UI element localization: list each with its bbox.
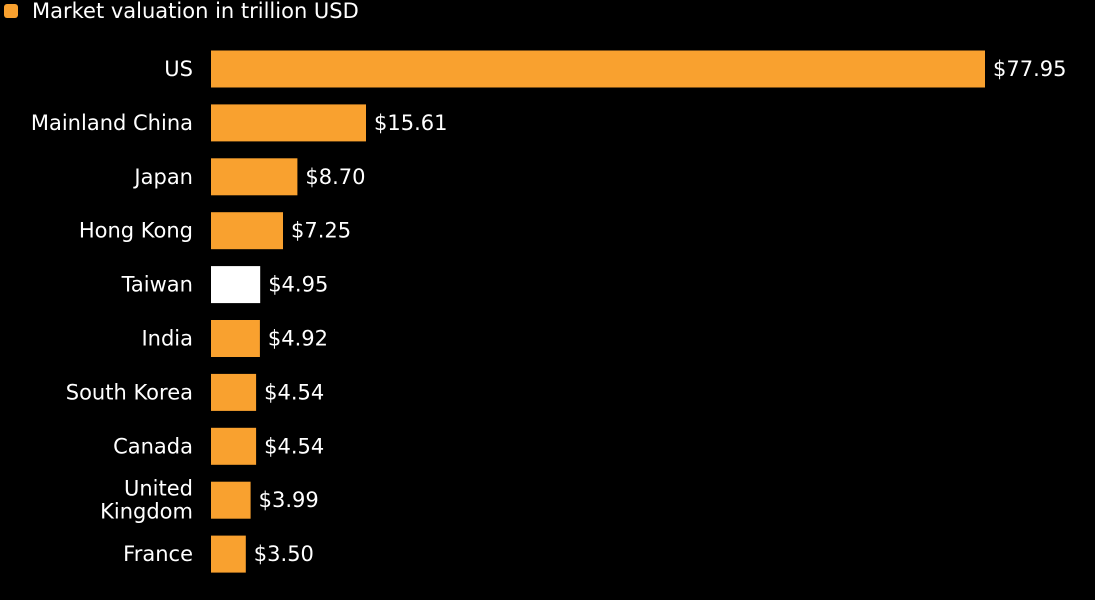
category-label-canada: Canada xyxy=(113,434,193,458)
bar-japan xyxy=(211,158,298,196)
bar-india xyxy=(211,320,260,357)
legend-label: Market valuation in trillion USD xyxy=(32,0,359,23)
bar-taiwan xyxy=(211,266,261,304)
category-label-mainland-china: Mainland China xyxy=(31,111,193,135)
category-label-india: India xyxy=(141,327,193,351)
category-label-japan: Japan xyxy=(132,165,193,189)
value-label-canada: $4.54 xyxy=(264,434,324,458)
category-label-taiwan: Taiwan xyxy=(121,273,193,297)
legend-swatch xyxy=(4,4,18,18)
value-label-hong-kong: $7.25 xyxy=(291,219,351,243)
category-label-france: France xyxy=(123,542,193,566)
value-label-india: $4.92 xyxy=(268,327,328,351)
bar-france xyxy=(211,535,246,573)
category-label-us: US xyxy=(164,57,193,81)
value-label-france: $3.50 xyxy=(254,542,314,566)
bar-mainland-china xyxy=(211,104,366,142)
value-label-mainland-china: $15.61 xyxy=(374,111,447,135)
value-label-united-kingdom: $3.99 xyxy=(259,488,319,512)
bar-canada xyxy=(211,427,257,465)
value-label-south-korea: $4.54 xyxy=(264,380,324,404)
bar-south-korea xyxy=(211,373,257,411)
value-label-japan: $8.70 xyxy=(305,165,365,189)
bar-us xyxy=(211,50,985,88)
bar-hong-kong xyxy=(211,212,283,250)
value-label-taiwan: $4.95 xyxy=(268,273,328,297)
bar-united-kingdom xyxy=(211,481,251,519)
category-label-south-korea: South Korea xyxy=(66,380,193,404)
category-label-united-kingdom: United Kingdom xyxy=(100,477,193,524)
legend: Market valuation in trillion USD xyxy=(0,0,359,22)
category-label-hong-kong: Hong Kong xyxy=(79,219,193,243)
value-label-us: $77.95 xyxy=(993,57,1066,81)
